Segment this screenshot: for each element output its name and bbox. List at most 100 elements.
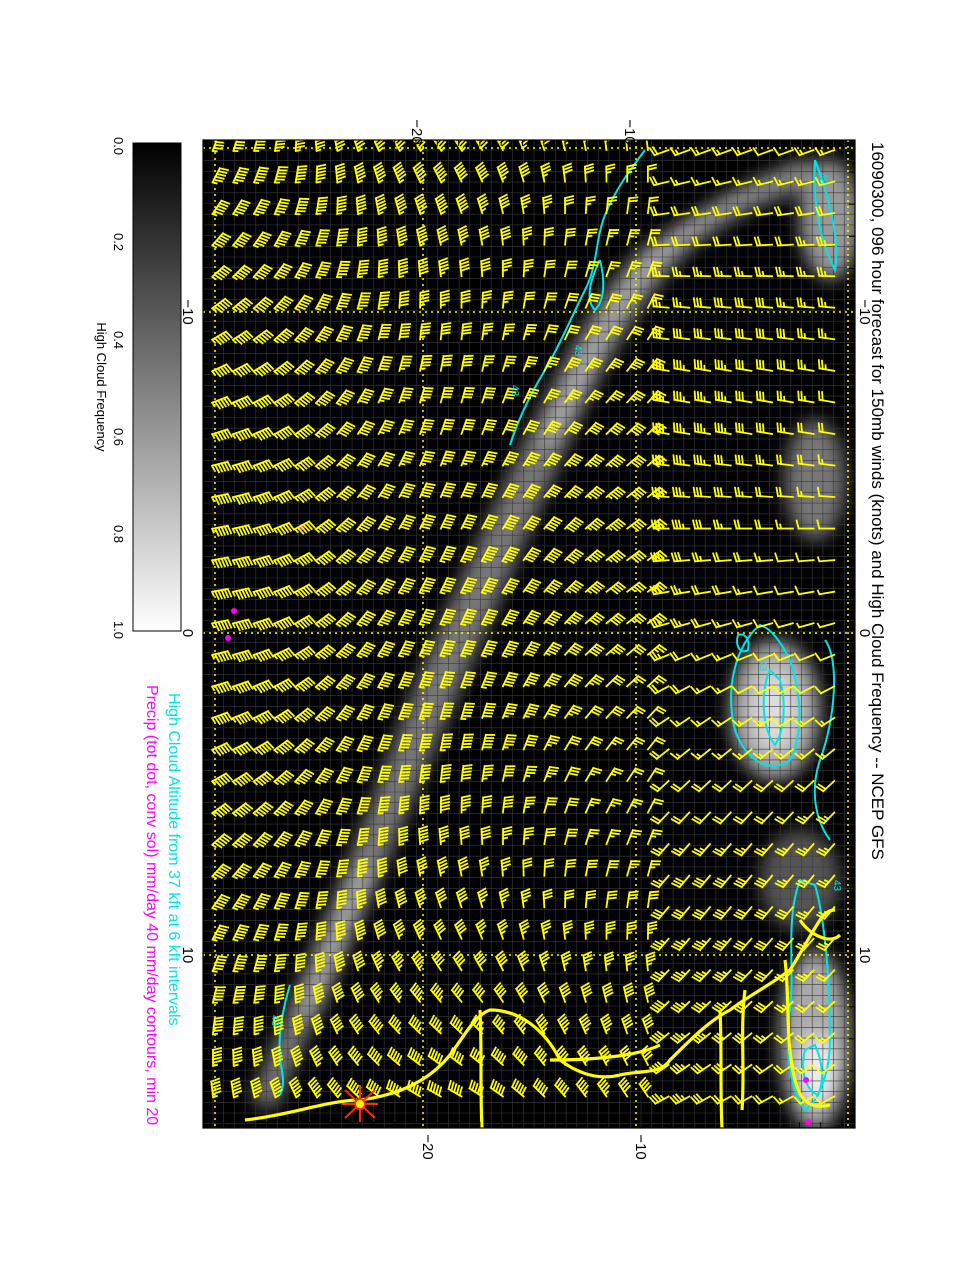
wind-barb <box>797 422 815 435</box>
wind-barb <box>293 614 316 630</box>
wind-barb <box>501 290 514 309</box>
wind-barbs <box>210 140 836 1105</box>
wind-barb <box>211 1016 225 1036</box>
wind-barb <box>501 387 518 404</box>
wind-barb <box>460 608 478 626</box>
wind-barb <box>377 291 391 310</box>
wind-barb <box>427 1047 444 1067</box>
wind-barb <box>272 489 296 504</box>
wind-barb <box>575 1076 589 1098</box>
wind-barb <box>460 513 478 530</box>
wind-barb <box>582 951 594 972</box>
wind-barb <box>314 736 335 754</box>
wind-barb <box>272 457 296 473</box>
wind-barb <box>712 519 732 530</box>
wind-barb <box>231 297 254 313</box>
wind-barb <box>460 386 475 404</box>
wind-barb <box>314 325 334 343</box>
wind-barb <box>731 1032 753 1045</box>
wind-barb <box>418 702 434 721</box>
wind-barb <box>211 264 233 281</box>
wind-barb <box>356 226 368 247</box>
wind-barb <box>690 652 712 662</box>
wind-barb <box>690 748 712 760</box>
wind-barb <box>398 733 413 752</box>
wind-barb <box>753 236 774 247</box>
wind-barb <box>480 545 499 564</box>
wind-barb <box>646 828 663 846</box>
wind-barb <box>210 832 233 849</box>
right-tick-label: −10 <box>856 299 873 324</box>
wind-barb <box>815 1000 836 1014</box>
wind-barb <box>691 811 712 825</box>
wind-barb <box>293 456 316 472</box>
colorbar-gradient <box>132 142 182 632</box>
wind-barb <box>356 796 372 815</box>
wind-barb <box>772 685 795 695</box>
wind-barb <box>584 859 599 877</box>
wind-barb <box>604 140 612 152</box>
wind-barb <box>713 454 732 467</box>
contour-label: 43 <box>831 880 842 892</box>
wind-barb <box>690 584 712 596</box>
wind-barb <box>641 1013 655 1035</box>
wind-barb <box>772 1095 795 1105</box>
wind-barb <box>712 842 733 857</box>
coast-inner-5 <box>549 1043 661 1062</box>
wind-barb <box>501 765 516 783</box>
wind-barb <box>231 802 254 818</box>
wind-barb <box>232 1046 243 1068</box>
wind-barb <box>796 454 815 467</box>
wind-barb <box>625 767 645 783</box>
wind-barb <box>774 842 795 857</box>
wind-barb <box>294 294 314 312</box>
wind-barb <box>294 891 310 910</box>
wind-barb <box>335 324 354 343</box>
wind-barb <box>210 428 233 442</box>
wind-barb <box>625 798 644 814</box>
wind-barb <box>626 829 643 846</box>
wind-barb <box>543 292 558 309</box>
wind-barb <box>605 260 621 278</box>
wind-barb <box>646 920 658 940</box>
wind-barb <box>460 639 477 658</box>
wind-barb <box>369 981 384 1004</box>
wind-barb <box>773 1032 795 1045</box>
wind-barb <box>671 486 691 498</box>
wind-barb <box>710 1094 732 1105</box>
wind-barb <box>563 388 583 404</box>
wind-barb <box>447 1079 463 1098</box>
wind-barb <box>335 356 355 375</box>
wind-barb <box>753 937 774 952</box>
wind-barb <box>439 671 456 689</box>
wind-barb <box>584 260 600 278</box>
wind-barb <box>605 920 616 940</box>
wind-barb <box>273 166 289 184</box>
wind-barb <box>669 748 691 760</box>
wind-barb <box>481 764 494 783</box>
wind-barb <box>584 485 605 500</box>
wind-barb <box>377 355 393 372</box>
axis-labels: −20 −10 −20 −10 −10 0 10 −10 0 10 <box>179 119 873 1159</box>
wind-barb <box>752 748 774 760</box>
wind-barb <box>648 618 670 629</box>
wind-barb <box>377 640 396 658</box>
wind-barb <box>210 556 233 569</box>
wind-barb <box>293 326 315 344</box>
wind-barb <box>398 795 410 815</box>
map-frame <box>202 139 856 1129</box>
wind-barb <box>327 1044 344 1067</box>
wind-barb <box>754 297 774 309</box>
wind-barb <box>713 297 732 309</box>
wind-barb <box>625 549 647 564</box>
wind-barb <box>793 147 815 157</box>
wind-barb <box>522 640 541 657</box>
wind-barb <box>335 389 356 406</box>
wind-barb <box>398 355 413 372</box>
wind-barb <box>690 1032 712 1045</box>
wind-barb <box>605 325 624 341</box>
wind-barb <box>605 705 626 720</box>
wind-barb <box>626 860 641 877</box>
wind-barb <box>796 328 815 341</box>
wind-barb <box>273 769 295 786</box>
